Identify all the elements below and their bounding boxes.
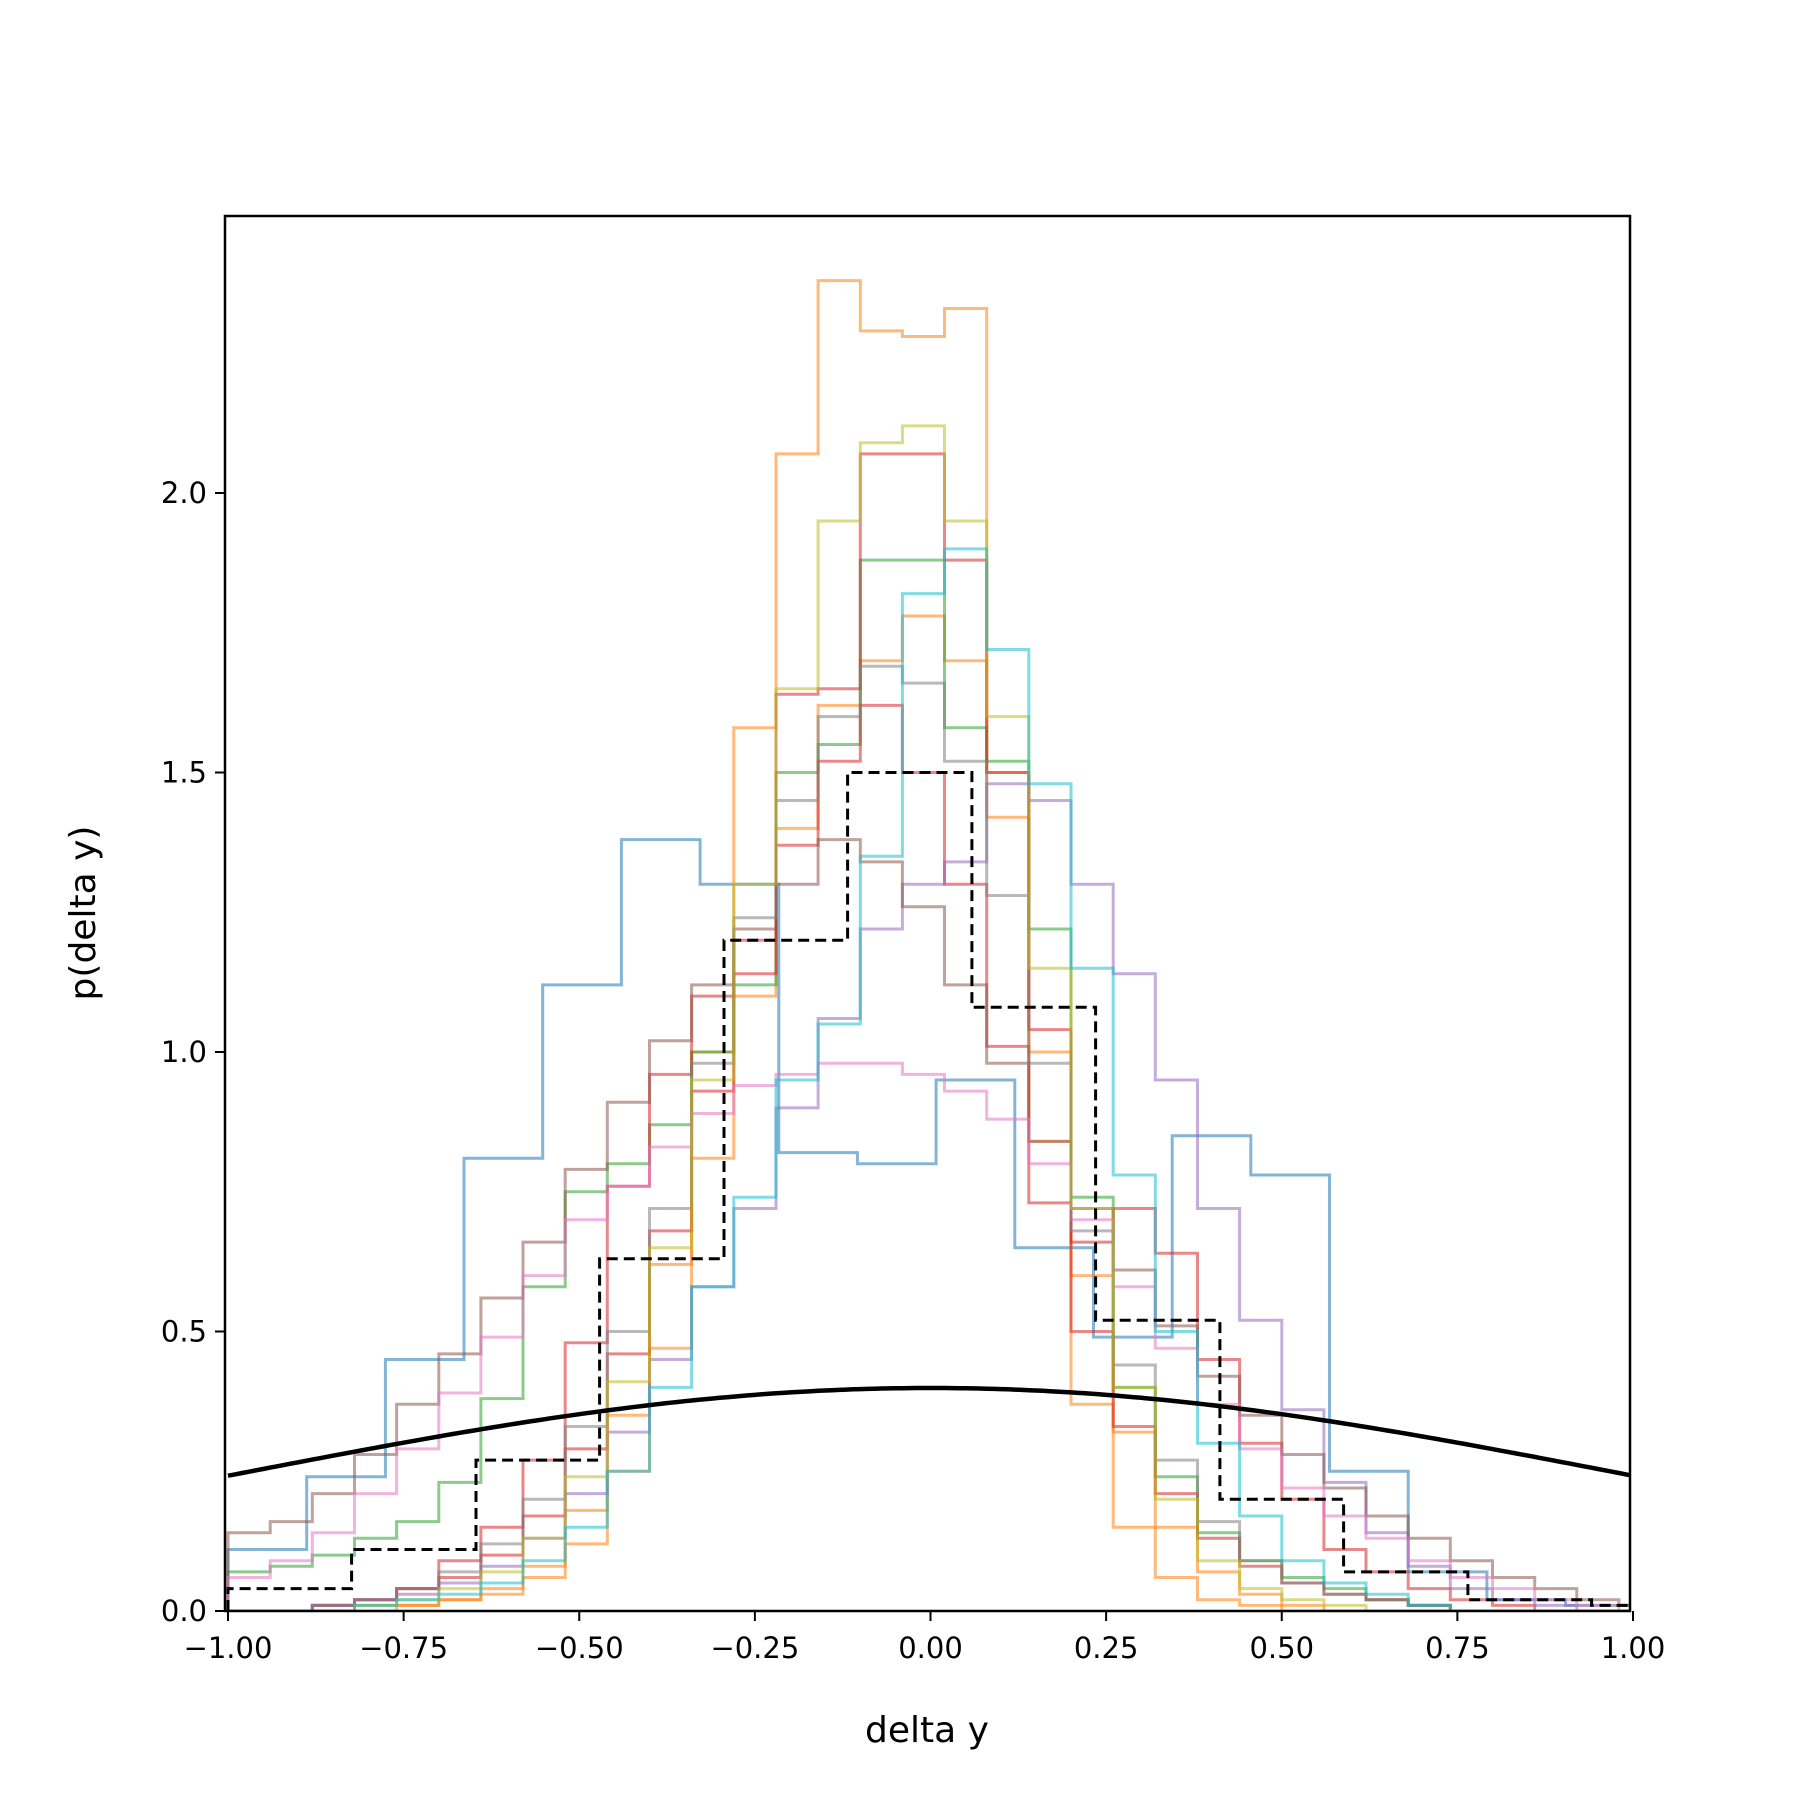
x-tick-label: −0.25 xyxy=(710,1631,799,1665)
y-axis-label: p(delta y) xyxy=(63,826,104,1001)
x-tick-label: 0.25 xyxy=(1074,1631,1139,1665)
plot-frame xyxy=(223,214,1632,1613)
x-tick-label: −0.75 xyxy=(359,1631,448,1665)
histogram-series-9 xyxy=(226,1061,1630,1611)
y-tick-label: 1.5 xyxy=(161,756,207,790)
y-tick-label: 0.5 xyxy=(161,1315,207,1349)
x-axis-ticks: −1.00 −0.75 −0.50 −0.25 0.00 0.25 0.50 0.75 1.00 xyxy=(184,1611,1666,1665)
y-tick-label: 2.0 xyxy=(161,476,207,510)
reference-histogram-layer xyxy=(226,771,1630,1611)
x-tick-label: 0.50 xyxy=(1249,1631,1314,1665)
y-tick-label: 0.0 xyxy=(161,1594,207,1628)
histogram-series-3 xyxy=(228,279,1630,1611)
histogram-series-11 xyxy=(228,424,1630,1611)
histogram-series-4 xyxy=(226,558,1630,1611)
x-tick-label: 0.75 xyxy=(1425,1631,1490,1665)
y-tick-label: 1.0 xyxy=(161,1035,207,1069)
y-axis-ticks: 0.0 0.5 1.0 1.5 2.0 xyxy=(161,476,225,1628)
x-tick-label: −1.00 xyxy=(184,1631,273,1665)
gaussian-curve-layer xyxy=(227,1385,1630,1478)
histogram-series-8 xyxy=(226,838,1630,1611)
x-tick-label: 0.00 xyxy=(898,1631,963,1665)
gaussian-curve xyxy=(227,1385,1630,1478)
x-axis-label: delta y xyxy=(865,1710,989,1751)
histograms-layer xyxy=(226,279,1630,1611)
reference-histogram xyxy=(226,771,1630,1611)
histogram-series-12 xyxy=(228,547,1630,1611)
x-tick-label: 1.00 xyxy=(1601,1631,1666,1665)
x-tick-label: −0.50 xyxy=(535,1631,624,1665)
